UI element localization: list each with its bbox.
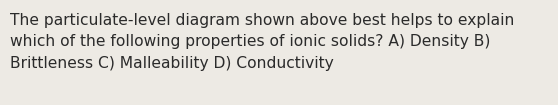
Text: The particulate-level diagram shown above best helps to explain
which of the fol: The particulate-level diagram shown abov…	[10, 13, 514, 71]
